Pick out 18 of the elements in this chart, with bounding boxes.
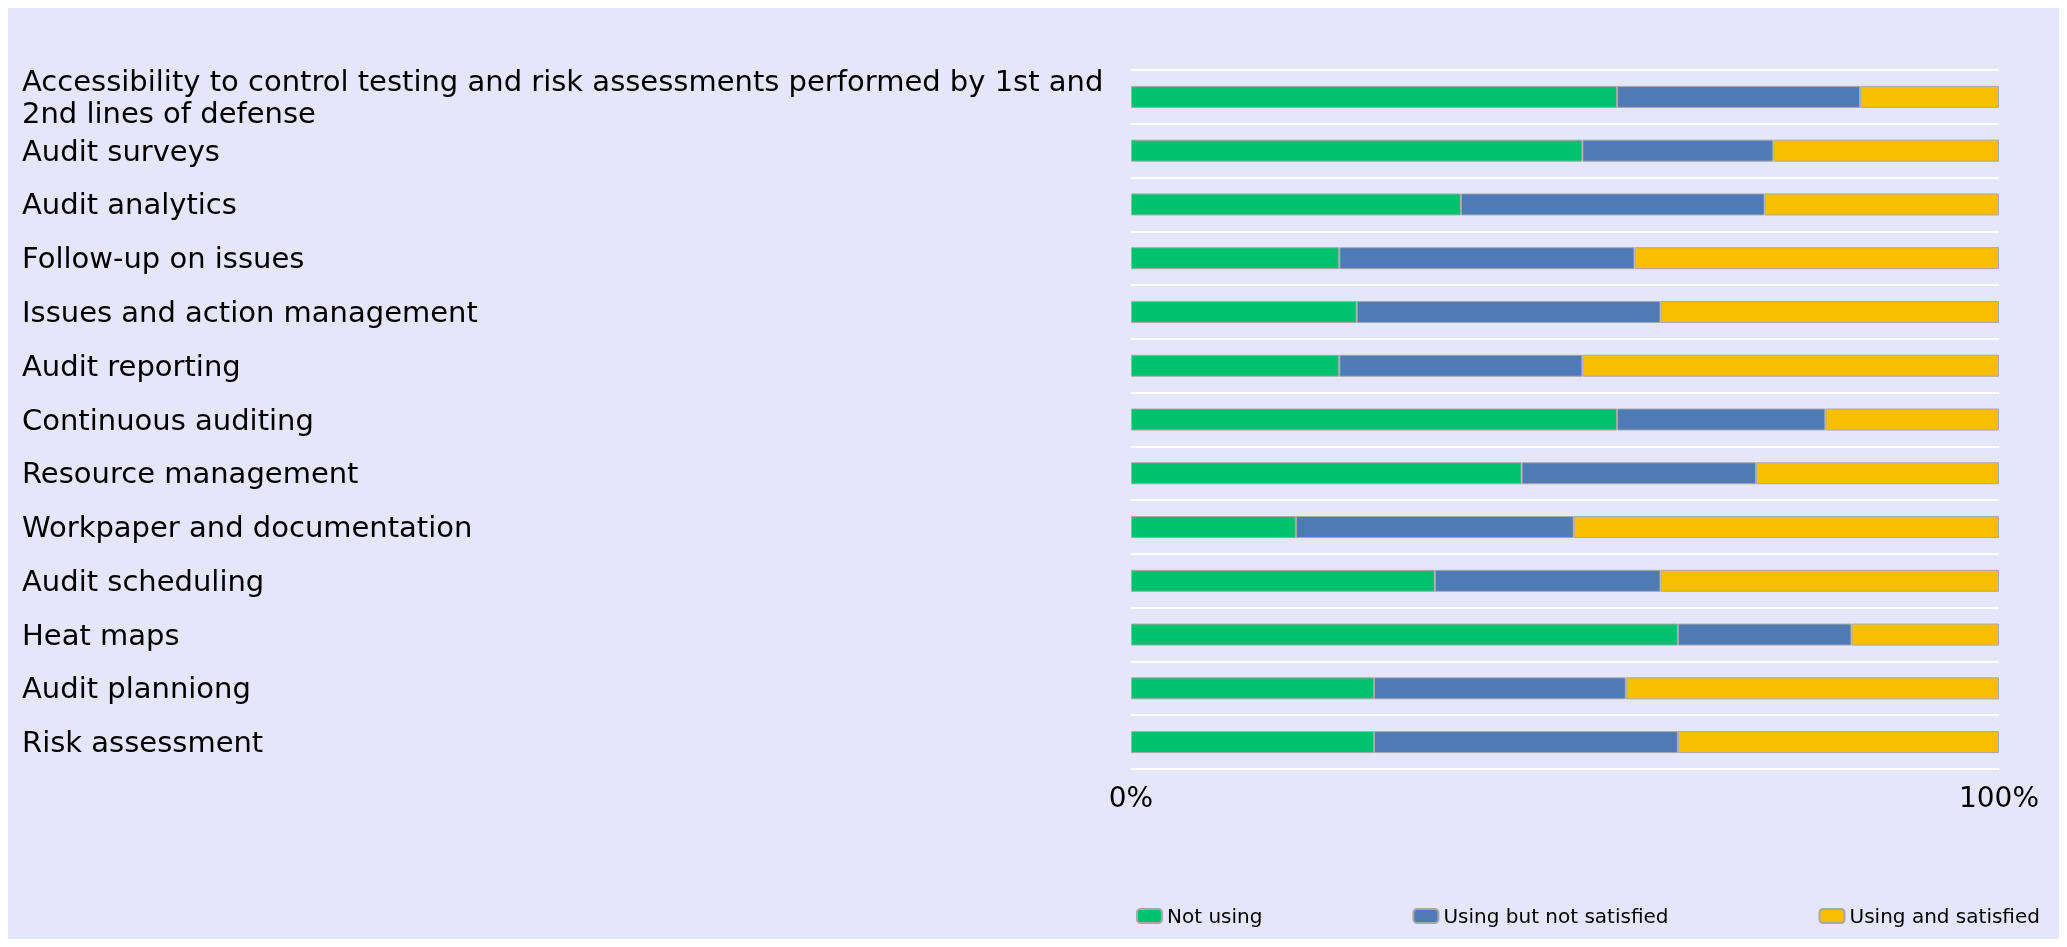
y-tick-label: Heat maps <box>22 617 180 652</box>
y-tick-label: Continuous auditing <box>22 402 314 437</box>
legend-label: Using and satisfied <box>1849 904 2040 928</box>
y-tick-label: Audit planniong <box>22 671 251 706</box>
y-tick-label: Audit reporting <box>22 348 241 383</box>
y-tick-label: Accessibility to control testing and risk assessments performed by 1st and 2nd lines of defense <box>22 63 1113 130</box>
x-tick-label: 100% <box>1958 780 2040 814</box>
x-tick-label: 0% <box>1108 780 1154 814</box>
y-tick-label: Follow-up on issues <box>22 241 305 276</box>
legend-label: Using but not satisfied <box>1443 904 1669 928</box>
y-tick-label: Resource management <box>22 456 359 491</box>
y-tick-label: Risk assessment <box>22 725 264 760</box>
y-tick-label: Workpaper and documentation <box>22 510 473 545</box>
y-tick-label: Audit surveys <box>22 133 220 168</box>
legend-label: Not using <box>1167 904 1263 928</box>
y-tick-label: Audit analytics <box>22 187 237 222</box>
y-tick-label: Issues and action management <box>22 294 478 329</box>
y-tick-label: Audit scheduling <box>22 563 265 598</box>
